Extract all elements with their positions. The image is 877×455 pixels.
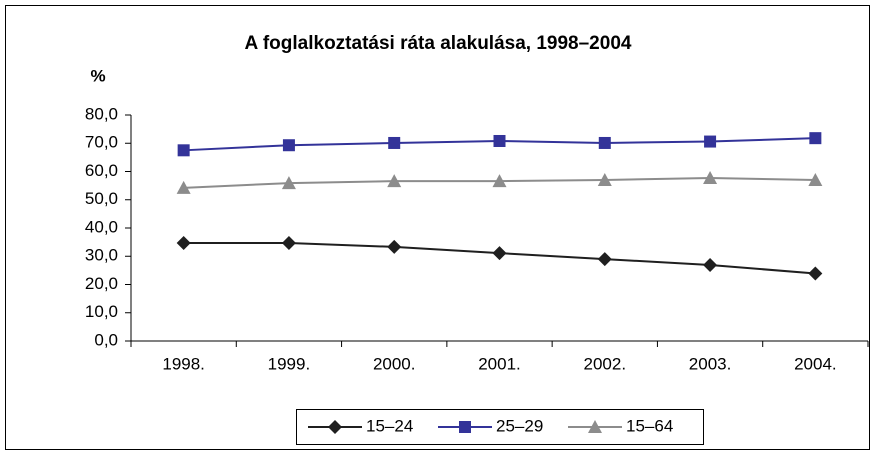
y-tick-label: 10,0 bbox=[85, 302, 118, 321]
marker bbox=[493, 134, 506, 147]
y-tick-label: 70,0 bbox=[85, 133, 118, 152]
x-tick-label: 1999. bbox=[268, 354, 311, 373]
x-tick-label: 2001. bbox=[478, 354, 521, 373]
marker bbox=[387, 239, 402, 254]
x-tick-label: 2004. bbox=[794, 354, 837, 373]
marker bbox=[598, 136, 611, 149]
marker bbox=[282, 139, 295, 152]
x-tick-label: 2000. bbox=[373, 354, 416, 373]
marker bbox=[177, 144, 190, 157]
y-tick-label: 60,0 bbox=[85, 161, 118, 180]
x-tick-label: 2003. bbox=[689, 354, 732, 373]
marker bbox=[492, 174, 507, 188]
y-tick-label: 80,0 bbox=[85, 104, 118, 123]
y-tick-label: 50,0 bbox=[85, 189, 118, 208]
legend-label: 15–64 bbox=[626, 416, 673, 435]
legend-label: 25–29 bbox=[496, 416, 543, 435]
y-tick-label: 0,0 bbox=[94, 330, 118, 349]
y-axis-label: % bbox=[90, 66, 105, 85]
x-tick-label: 1998. bbox=[162, 354, 205, 373]
y-tick-label: 30,0 bbox=[85, 246, 118, 265]
marker bbox=[388, 136, 401, 149]
y-tick-label: 40,0 bbox=[85, 217, 118, 236]
marker bbox=[809, 132, 822, 145]
marker bbox=[328, 420, 342, 434]
marker bbox=[703, 258, 718, 273]
marker bbox=[387, 174, 402, 188]
chart-border bbox=[5, 5, 870, 450]
legend-label: 15–24 bbox=[366, 416, 413, 435]
x-tick-label: 2002. bbox=[584, 354, 627, 373]
legend-box bbox=[296, 409, 704, 445]
marker bbox=[808, 172, 823, 186]
marker bbox=[281, 176, 296, 190]
marker bbox=[704, 135, 717, 148]
marker bbox=[597, 172, 612, 186]
marker bbox=[281, 235, 296, 250]
marker bbox=[176, 235, 191, 250]
marker bbox=[703, 170, 718, 184]
marker bbox=[808, 266, 823, 281]
marker bbox=[492, 246, 507, 261]
marker bbox=[176, 180, 191, 194]
chart-title: A foglalkoztatási ráta alakulása, 1998–2… bbox=[245, 33, 632, 54]
marker bbox=[459, 421, 471, 433]
marker bbox=[588, 420, 602, 433]
y-tick-label: 20,0 bbox=[85, 274, 118, 293]
marker bbox=[597, 252, 612, 267]
